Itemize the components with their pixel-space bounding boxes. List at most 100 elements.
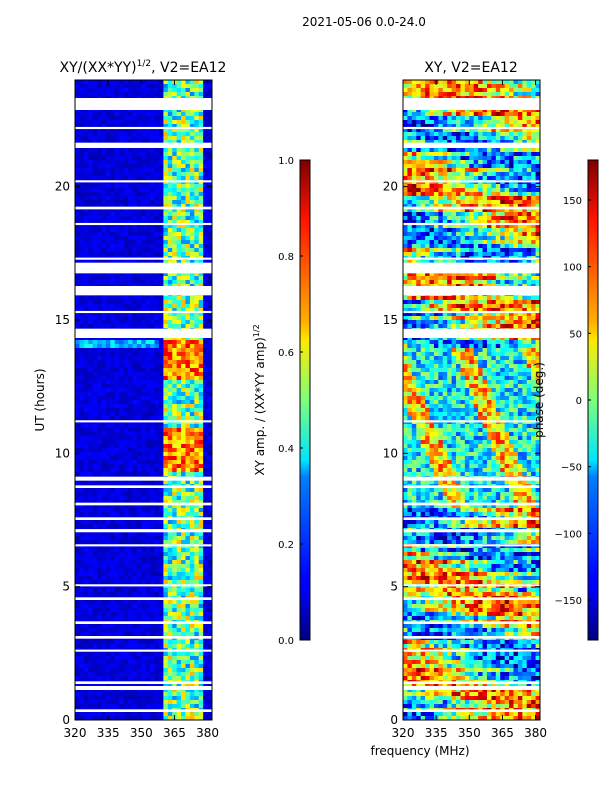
heatmap-cell <box>207 556 212 561</box>
heatmap-cell <box>181 276 186 281</box>
heatmap-cell <box>207 632 212 637</box>
heatmap-cell <box>105 148 111 153</box>
heatmap-cell <box>145 280 151 285</box>
heatmap-cell <box>110 352 116 357</box>
heatmap-cell <box>97 280 102 285</box>
heatmap-cell <box>97 364 102 369</box>
heatmap-cell <box>136 352 142 357</box>
heatmap-cell <box>79 164 85 169</box>
heatmap-cell <box>167 240 173 245</box>
heatmap-cell <box>181 400 186 405</box>
heatmap-cell <box>198 692 204 697</box>
heatmap-cell <box>128 572 133 577</box>
heatmap-cell <box>83 272 89 277</box>
heatmap-cell <box>123 116 129 121</box>
heatmap-cell <box>83 504 89 509</box>
heatmap-cell <box>132 608 138 613</box>
heatmap-cell <box>207 356 212 361</box>
heatmap-cell <box>198 388 204 393</box>
heatmap-cell <box>128 628 133 633</box>
heatmap-cell <box>110 440 116 445</box>
heatmap-cell <box>203 376 208 381</box>
heatmap-cell <box>97 372 102 377</box>
heatmap-cell <box>181 660 186 665</box>
heatmap-cell <box>110 312 116 317</box>
heatmap-cell <box>75 612 80 617</box>
heatmap-cell <box>136 108 142 113</box>
heatmap-cell <box>176 364 182 369</box>
heatmap-cell <box>145 580 151 585</box>
heatmap-cell <box>136 672 142 677</box>
heatmap-cell <box>154 576 160 581</box>
heatmap-cell <box>110 672 116 677</box>
heatmap-cell <box>158 212 164 217</box>
heatmap-cell <box>154 300 160 305</box>
heatmap-cell <box>198 156 204 161</box>
heatmap-cell <box>128 276 133 281</box>
heatmap-cell <box>101 572 107 577</box>
heatmap-cell <box>110 304 116 309</box>
heatmap-cell <box>101 688 107 693</box>
heatmap-cell <box>83 312 89 317</box>
heatmap-cell <box>150 660 155 665</box>
heatmap-cell <box>176 436 182 441</box>
heatmap-cell <box>185 644 191 649</box>
heatmap-cell <box>194 360 200 365</box>
heatmap-cell <box>92 168 98 173</box>
heatmap-cell <box>88 580 94 585</box>
heatmap-cell <box>114 320 120 325</box>
heatmap-cell <box>163 120 169 125</box>
heatmap-cell <box>185 600 191 605</box>
heatmap-cell <box>92 172 98 177</box>
heatmap-cell <box>198 160 204 165</box>
heatmap-cell <box>101 376 107 381</box>
heatmap-cell <box>136 364 142 369</box>
heatmap-cell <box>92 244 98 249</box>
heatmap-cell <box>176 376 182 381</box>
heatmap-cell <box>105 560 111 565</box>
heatmap-cell <box>88 156 94 161</box>
heatmap-cell <box>172 148 178 153</box>
heatmap-cell <box>172 456 178 461</box>
heatmap-cell <box>163 212 169 217</box>
heatmap-cell <box>181 176 186 181</box>
heatmap-cell <box>128 216 133 221</box>
flagged-gap <box>75 206 212 210</box>
heatmap-cell <box>145 592 151 597</box>
heatmap-cell <box>119 372 125 377</box>
heatmap-cell <box>158 500 164 505</box>
heatmap-cell <box>123 232 129 237</box>
heatmap-cell <box>114 652 120 657</box>
heatmap-cell <box>198 396 204 401</box>
heatmap-cell <box>141 440 147 445</box>
heatmap-cell <box>150 532 155 537</box>
heatmap-cell <box>203 312 208 317</box>
heatmap-cell <box>97 344 102 349</box>
heatmap-cell <box>207 536 212 541</box>
heatmap-cell <box>141 132 147 137</box>
heatmap-cell <box>105 452 111 457</box>
heatmap-cell <box>145 560 151 565</box>
heatmap-cell <box>203 212 208 217</box>
heatmap-cell <box>198 576 204 581</box>
heatmap-cell <box>167 416 173 421</box>
heatmap-cell <box>83 644 89 649</box>
heatmap-cell <box>123 220 129 225</box>
heatmap-cell <box>198 672 204 677</box>
heatmap-cell <box>110 456 116 461</box>
heatmap-cell <box>88 504 94 509</box>
heatmap-cell <box>128 492 133 497</box>
heatmap-cell <box>189 488 195 493</box>
heatmap-cell <box>119 244 125 249</box>
heatmap-cell <box>167 320 173 325</box>
heatmap-cell <box>97 608 102 613</box>
heatmap-cell <box>176 624 182 629</box>
heatmap-cell <box>172 340 178 345</box>
heatmap-cell <box>154 564 160 569</box>
heatmap-cell <box>132 188 138 193</box>
heatmap-cell <box>75 700 80 705</box>
heatmap-cell <box>123 572 129 577</box>
heatmap-cell <box>154 508 160 513</box>
heatmap-cell <box>141 248 147 253</box>
heatmap-cell <box>83 540 89 545</box>
